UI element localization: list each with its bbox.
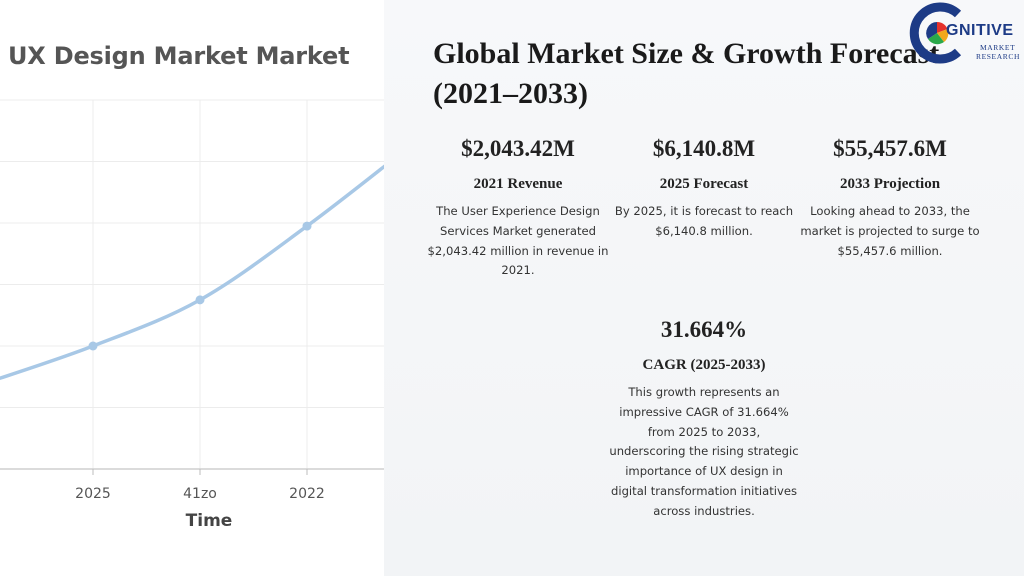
line-chart: 2025 41zo 2022 Time — [0, 99, 384, 531]
stat-value: 31.664% — [660, 317, 748, 342]
data-point — [195, 295, 205, 305]
stat-description: The User Experience Design Services Mark… — [427, 204, 609, 278]
logo-wordmark: GNITIVE — [946, 22, 1014, 39]
x-axis-label: Time — [186, 511, 233, 531]
forecast-panel: Global Market Size & Growth Forecast (20… — [384, 0, 1024, 576]
x-tick-label: 41zo — [183, 486, 217, 502]
page-title: Global Market Size & Growth Forecast (20… — [433, 37, 940, 110]
stat-card-2033-projection: $55,457.6M 2033 Projection Looking ahead… — [795, 134, 985, 261]
x-tick-label: 2025 — [75, 486, 111, 502]
stat-label: 2033 Projection — [839, 176, 941, 192]
stat-value: $55,457.6M — [833, 136, 947, 161]
x-tick-label: 2022 — [289, 486, 325, 502]
chart-panel: UX Design Market Market 2025 41zo 2022 Time — [0, 0, 384, 576]
logo-subtext-market: MARKET — [980, 43, 1016, 52]
stat-description: This growth represents an impressive CAG… — [609, 385, 799, 518]
series-line — [0, 164, 384, 381]
company-logo: GNITIVE MARKET RESEARCH — [906, 2, 1024, 74]
stat-card-2025-forecast: $6,140.8M 2025 Forecast By 2025, it is f… — [609, 134, 799, 242]
stat-description: Looking ahead to 2033, the market is pro… — [800, 204, 980, 258]
stat-value: $2,043.42M — [461, 136, 575, 161]
stat-value: $6,140.8M — [652, 136, 756, 161]
stat-label: 2025 Forecast — [659, 176, 749, 192]
logo-subtext-research: RESEARCH — [976, 52, 1020, 61]
stat-card-cagr: 31.664% CAGR (2025-2033) This growth rep… — [609, 315, 799, 522]
stat-card-2021-revenue: $2,043.42M 2021 Revenue The User Experie… — [423, 134, 613, 281]
stat-description: By 2025, it is forecast to reach $6,140.… — [614, 204, 794, 238]
stat-label: CAGR (2025-2033) — [642, 357, 766, 373]
data-point — [302, 221, 312, 231]
stat-label: 2021 Revenue — [473, 176, 563, 192]
logo-mark-icon — [909, 2, 962, 64]
data-point — [88, 341, 98, 351]
chart-title: UX Design Market Market — [8, 42, 350, 70]
